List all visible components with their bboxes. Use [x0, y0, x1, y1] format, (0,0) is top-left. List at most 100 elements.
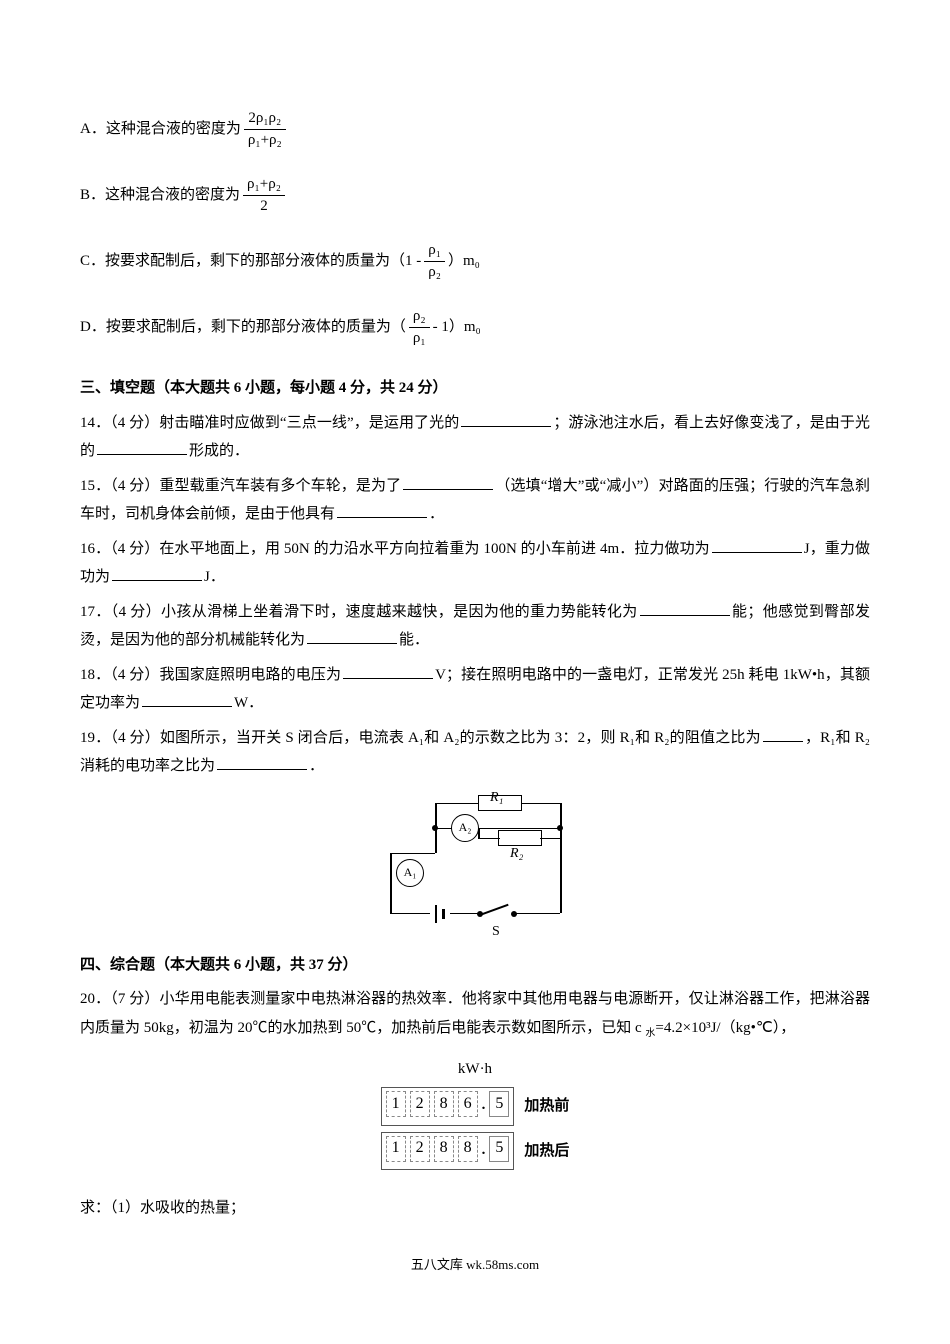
decimal-dot: .: [482, 1136, 486, 1167]
option-a-label: A．: [80, 115, 106, 144]
q17-blank2: [307, 629, 397, 644]
q19-blank2: [217, 755, 307, 770]
digit: 1: [386, 1091, 406, 1117]
q18-c: W．: [234, 695, 263, 711]
q18-a: 18．（4 分）我国家庭照明电路的电压为: [80, 667, 341, 683]
a2-label: A₂: [459, 816, 472, 839]
q18-blank1: [343, 664, 433, 679]
section4-title: 四、综合题（本大题共 6 小题，共 37 分）: [80, 951, 870, 980]
wire: [540, 838, 560, 840]
a1-label: A₁: [404, 861, 417, 884]
digit: 8: [434, 1136, 454, 1162]
option-c-label: C．: [80, 247, 105, 276]
option-c-prefix: 按要求配制后，剩下的那部分液体的质量为（1 -: [105, 247, 421, 276]
battery-short: [442, 909, 445, 919]
option-d: D． 按要求配制后，剩下的那部分液体的质量为（ ρ₂ ρ₁ - 1） m₀: [80, 308, 870, 346]
option-d-fraction: ρ₂ ρ₁: [409, 308, 430, 346]
wire: [478, 828, 480, 838]
decimal-dot: .: [482, 1091, 486, 1122]
q17: 17．（4 分）小孩从滑梯上坐着滑下时，速度越来越快，是因为他的重力势能转化为能…: [80, 598, 870, 655]
q14-blank1: [461, 412, 551, 427]
wire: [560, 803, 562, 913]
digit: 8: [458, 1136, 478, 1162]
q16-blank1: [712, 538, 802, 553]
q17-blank1: [640, 601, 730, 616]
option-b-label: B．: [80, 181, 105, 210]
q18-blank2: [142, 692, 232, 707]
q20-ask: 求：（1）水吸收的热量；: [80, 1194, 870, 1223]
q16-c: J．: [204, 569, 225, 585]
option-b-num: ρ₁+ρ₂: [243, 176, 285, 196]
q15-a: 15．（4 分）重型载重汽车装有多个车轮，是为了: [80, 478, 401, 494]
option-a: A． 这种混合液的密度为 2ρ₁ρ₂ ρ₁+ρ₂: [80, 110, 870, 148]
q15-blank1: [403, 475, 493, 490]
switch-node: [511, 911, 517, 917]
wire: [390, 853, 392, 860]
q18: 18．（4 分）我国家庭照明电路的电压为V；接在照明电路中的一盏电灯，正常发光 …: [80, 661, 870, 718]
option-d-prefix: 按要求配制后，剩下的那部分液体的质量为（: [106, 313, 406, 342]
option-a-den: ρ₁+ρ₂: [244, 130, 286, 149]
option-d-label: D．: [80, 313, 106, 342]
option-c-den: ρ₂: [424, 262, 445, 281]
wire: [390, 913, 560, 915]
q15-c: ．: [429, 506, 444, 522]
q20: 20．（7 分）小华用电能表测量家中电热淋浴器的热效率．他将家中其他用电器与电源…: [80, 985, 870, 1043]
option-d-num: ρ₂: [409, 308, 430, 328]
q19-c: ．: [309, 758, 324, 774]
option-b-prefix: 这种混合液的密度为: [105, 181, 240, 210]
q17-a: 17．（4 分）小孩从滑梯上坐着滑下时，速度越来越快，是因为他的重力势能转化为: [80, 604, 638, 620]
r1-label: R₁: [490, 785, 503, 812]
meter-box-before: 1 2 8 6 . 5: [381, 1087, 515, 1126]
option-d-minus: - 1）: [433, 313, 464, 342]
ammeter-a2: A₂: [451, 814, 479, 842]
meter-row-after: 1 2 8 8 . 5 加热后: [381, 1132, 570, 1171]
wire: [390, 853, 435, 855]
digit: 5: [489, 1136, 509, 1162]
q14: 14．（4 分）射击瞄准时应做到“三点一线”，是运用了光的；游泳池注水后，看上去…: [80, 409, 870, 466]
option-a-num: 2ρ₁ρ₂: [244, 110, 286, 130]
option-c-paren: ）: [448, 247, 463, 276]
wire: [390, 886, 392, 913]
circuit-diagram: R₁ A₂ R₂ A₁: [380, 793, 570, 933]
q16-a: 16．（4 分）在水平地面上，用 50N 的力沿水平方向拉着重为 100N 的小…: [80, 541, 710, 557]
digit: 6: [458, 1091, 478, 1117]
wire: [560, 828, 562, 838]
meter-unit: kW·h: [381, 1055, 570, 1084]
meter-row-before: 1 2 8 6 . 5 加热前: [381, 1087, 570, 1126]
wire: [560, 838, 562, 839]
meter-label-before: 加热前: [524, 1092, 569, 1121]
q16: 16．（4 分）在水平地面上，用 50N 的力沿水平方向拉着重为 100N 的小…: [80, 535, 870, 592]
wire: [478, 838, 500, 840]
digit: 2: [410, 1136, 430, 1162]
option-c-num: ρ₁: [424, 242, 445, 262]
energy-meter: kW·h 1 2 8 6 . 5 加热前 1 2 8 8 .: [381, 1055, 570, 1177]
wire: [410, 853, 412, 860]
ammeter-a1: A₁: [396, 859, 424, 887]
q20-b: =4.2×10³J/（kg•℃），: [655, 1020, 795, 1036]
option-d-den: ρ₁: [409, 328, 430, 347]
digit: 1: [386, 1136, 406, 1162]
q19-blank1: [763, 727, 803, 742]
meter-box-after: 1 2 8 8 . 5: [381, 1132, 515, 1171]
digit: 8: [434, 1091, 454, 1117]
q19: 19．（4 分）如图所示，当开关 S 闭合后，电流表 A₁和 A₂的示数之比为 …: [80, 724, 870, 781]
q19-a: 19．（4 分）如图所示，当开关 S 闭合后，电流表 A₁和 A₂的示数之比为 …: [80, 730, 761, 746]
wire: [435, 828, 437, 853]
q16-blank2: [112, 566, 202, 581]
switch-label: S: [492, 919, 500, 946]
digit: 2: [410, 1091, 430, 1117]
page-footer: 五八文库 wk.58ms.com: [80, 1253, 870, 1278]
r2-label: R₂: [510, 841, 523, 868]
digit: 5: [489, 1091, 509, 1117]
section3-title: 三、填空题（本大题共 6 小题，每小题 4 分，共 24 分）: [80, 374, 870, 403]
option-d-mass: m₀: [464, 313, 481, 342]
q14-c: 形成的．: [189, 443, 249, 459]
battery-long: [435, 905, 437, 923]
meter-label-after: 加热后: [524, 1137, 569, 1166]
option-b-den: 2: [243, 196, 285, 215]
battery-gap: [430, 911, 450, 917]
option-c-fraction: ρ₁ ρ₂: [424, 242, 445, 280]
q14-blank2: [97, 440, 187, 455]
q15-blank2: [337, 503, 427, 518]
option-a-prefix: 这种混合液的密度为: [106, 115, 241, 144]
